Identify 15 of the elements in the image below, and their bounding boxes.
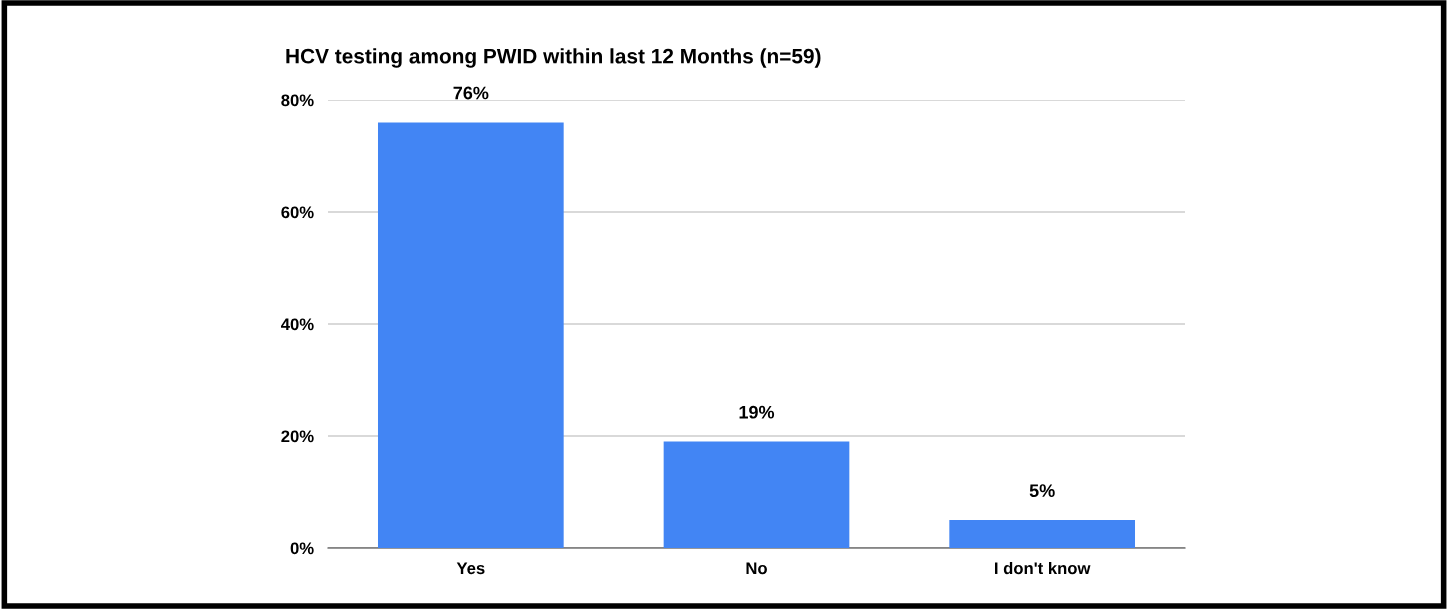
x-tick-label: No [746, 562, 767, 575]
x-tick-label: Yes [456, 562, 485, 575]
bar [663, 441, 850, 548]
y-tick-label: 40% [281, 318, 314, 331]
bar [949, 520, 1136, 548]
y-tick-label: 80% [281, 94, 314, 107]
x-tick-label: I don't know [995, 561, 1091, 575]
data-label: 19% [739, 405, 775, 419]
y-tick-label: 0% [290, 542, 314, 555]
y-tick-label: 60% [281, 206, 314, 219]
bar [377, 122, 564, 548]
chart-title: HCV testing among PWID within last 12 Months (n=59) [286, 48, 821, 68]
y-tick-label: 20% [281, 430, 314, 443]
data-label: 5% [1029, 484, 1055, 497]
data-label: 76% [453, 86, 489, 100]
